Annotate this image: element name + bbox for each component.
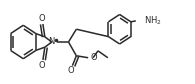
Text: N: N [49,37,55,46]
Text: O: O [39,61,45,70]
Text: NH$_2$: NH$_2$ [144,15,161,27]
Text: O: O [67,66,74,75]
Text: O: O [90,53,97,62]
Text: O: O [39,14,45,23]
